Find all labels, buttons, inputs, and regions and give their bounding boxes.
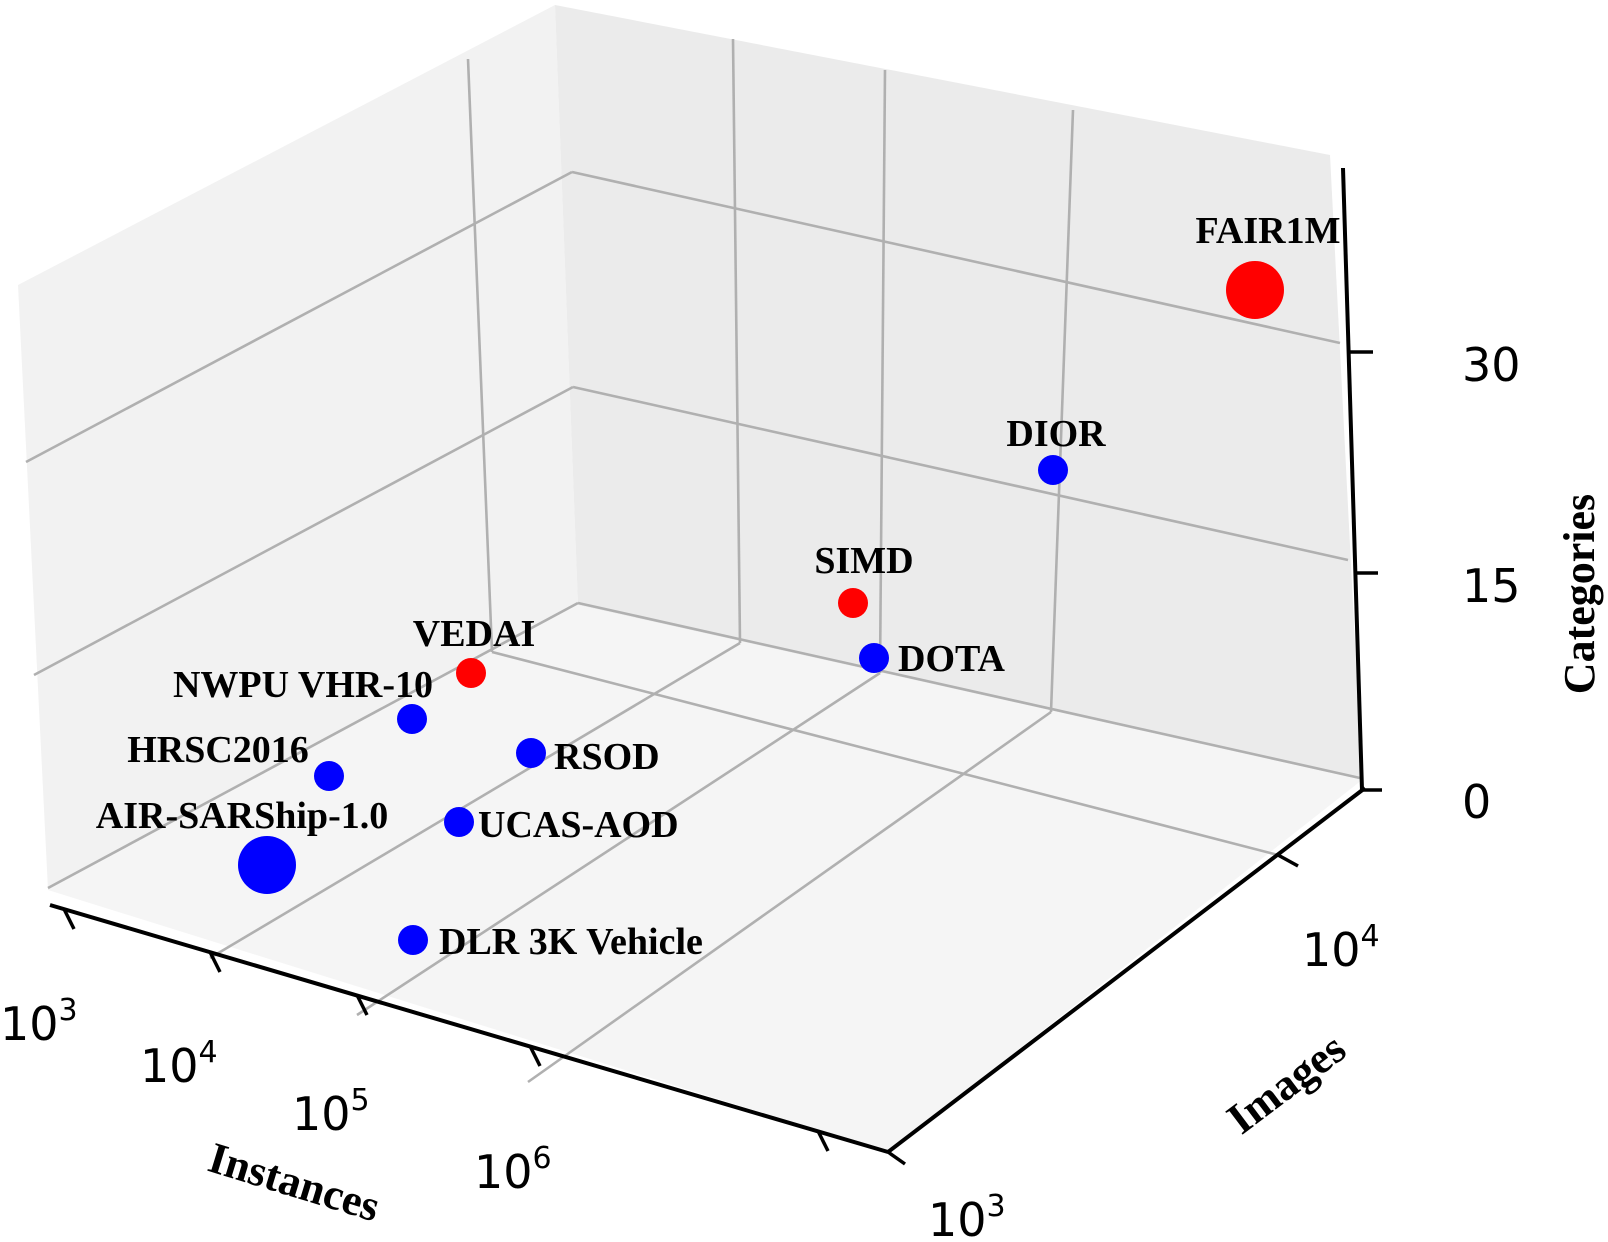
point-label: DLR 3K Vehicle (439, 921, 703, 963)
point-label: AIR-SARShip-1.0 (96, 795, 388, 837)
data-point-rsod (516, 738, 546, 768)
grid-line (491, 650, 1279, 857)
y-tick-label: 104 (1302, 919, 1380, 977)
data-point-simd (838, 588, 868, 618)
z-tick-label: 15 (1462, 559, 1521, 613)
x-axis-line (49, 903, 889, 1154)
y-axis-line (886, 786, 1367, 1154)
grid-line (25, 170, 573, 464)
grid-line (33, 385, 574, 677)
data-point-hrsc2016 (314, 761, 344, 791)
data-point-vedai (456, 658, 486, 688)
x-axis-title: Instances (203, 1133, 386, 1231)
z-tick-label: 30 (1462, 338, 1521, 392)
x-tick-mark (62, 908, 76, 930)
data-point-dota (859, 643, 889, 673)
data-point-dior (1038, 455, 1068, 485)
z-axis-title: Categories (1555, 494, 1604, 694)
point-label: DOTA (898, 638, 1006, 680)
x-tick-mark (816, 1130, 830, 1152)
grid-line (731, 38, 742, 644)
data-point-air-sarship-1-0 (238, 836, 296, 894)
point-label: UCAS-AOD (478, 804, 679, 846)
x-tick-label: 104 (140, 1035, 218, 1093)
data-point-ucas-aod (444, 807, 474, 837)
grid-line (878, 69, 887, 674)
grid (25, 38, 1361, 1084)
y-tick-labels: 103 104 (928, 919, 1380, 1242)
grid-line (572, 385, 1349, 562)
back-pane (555, 5, 1362, 780)
data-point-fair1m (1226, 261, 1284, 319)
x-tick-label: 105 (292, 1083, 370, 1141)
point-label: FAIR1M (1196, 210, 1341, 252)
z-tick-label: 0 (1462, 775, 1491, 829)
z-tick-labels: 0 15 30 (1462, 338, 1521, 829)
point-label: DIOR (1006, 413, 1106, 455)
x-tick-label: 106 (474, 1141, 552, 1199)
data-point-labels: FAIR1M DIOR SIMD DOTA VEDAI NWPU VHR-10 RSOD HR… (96, 210, 1341, 963)
grid-line (1049, 109, 1075, 713)
grid-line (571, 170, 1341, 345)
grid-line (209, 641, 741, 960)
y-axis-title: Images (1218, 1023, 1355, 1143)
x-tick-label: 103 (0, 993, 78, 1051)
grid-line (577, 601, 1361, 780)
y-tick-label: 103 (928, 1189, 1006, 1242)
axes (49, 167, 1367, 1154)
grid-line (466, 58, 494, 653)
pane-walls (18, 5, 1362, 1152)
data-point-nwpu-vhr-10 (397, 704, 427, 734)
point-label: HRSC2016 (127, 729, 309, 771)
y-tick-mark (1277, 853, 1299, 868)
point-label: NWPU VHR-10 (173, 664, 433, 706)
data-point-dlr-3k-vehicle (398, 925, 428, 955)
grid-line (47, 601, 579, 890)
x-tick-mark (208, 951, 222, 973)
point-label: RSOD (554, 736, 660, 778)
x-tick-mark (355, 994, 369, 1016)
left-pane (18, 5, 578, 890)
data-points (238, 261, 1284, 955)
tick-marks (62, 350, 1382, 1166)
x-tick-labels: 103 104 105 106 (0, 993, 552, 1199)
x-tick-mark (528, 1045, 542, 1067)
floor-pane (48, 605, 1362, 1152)
point-label: VEDAI (413, 613, 535, 655)
point-label: SIMD (814, 540, 913, 582)
y-tick-mark (886, 1150, 907, 1166)
z-axis-line (1341, 167, 1364, 791)
